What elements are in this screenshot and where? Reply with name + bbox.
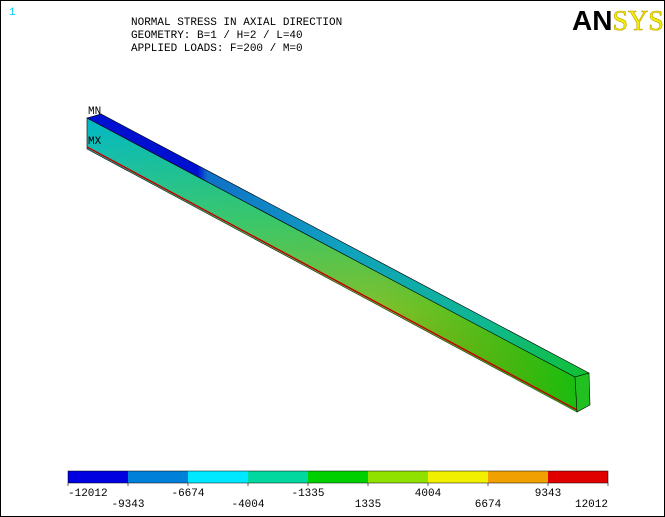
plot-window: 1 NORMAL STRESS IN AXIAL DIRECTION GEOME… [0, 0, 665, 517]
logo: ANSYS [572, 5, 664, 37]
legend-label: -9343 [111, 499, 144, 511]
legend-label: -1335 [291, 488, 324, 500]
legend-band [368, 471, 428, 483]
plot: 1 NORMAL STRESS IN AXIAL DIRECTION GEOME… [1, 1, 664, 516]
min-marker: MN [88, 106, 101, 118]
legend-band [548, 471, 608, 483]
legend-label: -12012 [68, 488, 108, 500]
legend-label: 9343 [535, 488, 561, 500]
max-marker: MX [88, 136, 102, 148]
contour-legend: -12012-9343 -6674 -4004 -1335 1335 4004 6674 93… [68, 471, 608, 511]
legend-band [68, 471, 128, 483]
legend-band [188, 471, 248, 483]
beam [87, 114, 590, 412]
legend-label: 1335 [355, 499, 381, 511]
window-number: 1 [9, 7, 16, 19]
header-line: GEOMETRY: B=1 / H=2 / L=40 [131, 30, 303, 42]
legend-label: 6674 [475, 499, 502, 511]
legend-label: -4004 [231, 499, 264, 511]
header-line: NORMAL STRESS IN AXIAL DIRECTION [131, 17, 342, 29]
legend-band [428, 471, 488, 483]
header-line: APPLIED LOADS: F=200 / M=0 [131, 43, 303, 55]
legend-label: 4004 [415, 488, 442, 500]
logo-part: AN [572, 5, 612, 36]
logo-part: SYS [612, 6, 663, 37]
legend-band [488, 471, 548, 483]
legend-band [128, 471, 188, 483]
legend-label: 12012 [575, 499, 608, 511]
legend-band [248, 471, 308, 483]
legend-label: -6674 [171, 488, 204, 500]
legend-band [308, 471, 368, 483]
